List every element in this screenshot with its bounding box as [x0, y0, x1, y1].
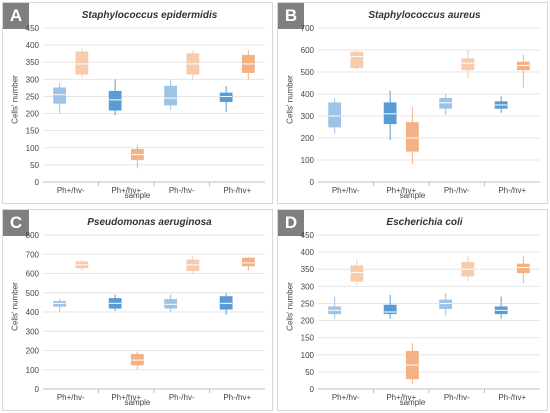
box: [439, 299, 453, 309]
y-tick-label: 350: [301, 265, 315, 274]
y-tick-label: 600: [26, 270, 40, 279]
y-tick-label: 0: [35, 178, 40, 187]
x-tick-label: Ph+/hv+: [111, 186, 141, 195]
y-tick-label: 300: [301, 112, 315, 121]
y-tick-label: 800: [26, 231, 40, 240]
y-tick-label: 300: [301, 282, 315, 291]
y-tick-label: 0: [310, 178, 315, 187]
panel-d: D Escherichia coli Cells' number sample …: [277, 209, 548, 411]
box: [383, 304, 397, 315]
x-axis-label: sample: [124, 191, 151, 200]
box: [516, 263, 530, 274]
y-tick-label: 50: [305, 368, 314, 377]
y-tick-label: 500: [26, 289, 40, 298]
y-tick-label: 200: [301, 317, 315, 326]
box: [75, 51, 89, 75]
chart-title: Escherichia coli: [386, 217, 463, 228]
box: [241, 257, 255, 267]
box-plot: 0 50 100 150 200 250 300 350 400 450 Ph+/hv- Ph+/hv…: [26, 24, 265, 195]
x-tick-label: Ph+/hv-: [332, 393, 360, 402]
y-tick-label: 150: [26, 127, 40, 136]
box: [53, 87, 67, 104]
x-tick-label: Ph+/hv-: [57, 186, 85, 195]
box: [461, 58, 475, 71]
x-tick-label: Ph+/hv-: [332, 186, 360, 195]
panel-label: C: [3, 210, 29, 236]
x-tick-label: Ph-/hv-: [169, 186, 195, 195]
y-tick-label: 0: [310, 385, 315, 394]
y-tick-label: 200: [26, 347, 40, 356]
panel-label: B: [278, 3, 304, 29]
chart-title: Staphylococcus aureus: [368, 10, 481, 21]
y-tick-label: 100: [301, 156, 315, 165]
x-tick-label: Ph-/hv-: [169, 393, 195, 402]
box-plot: 0 50 100 150 200 250 300 350 400 450 Ph+/hv- Ph+/hv…: [301, 231, 540, 402]
y-tick-label: 450: [301, 231, 315, 240]
y-tick-label: 50: [30, 161, 39, 170]
y-tick-label: 400: [301, 90, 315, 99]
chart-title: Staphylococcus epidermidis: [81, 10, 218, 21]
box: [439, 98, 453, 109]
panel-b: B Staphylococcus aureus Cells' number sa…: [277, 2, 548, 204]
box-plot: 0 100 200 300 400 500 600 700 800 Ph+/hv- Ph+/hv+ P…: [26, 231, 265, 402]
box: [328, 102, 342, 128]
box: [350, 265, 364, 282]
chart-title: Pseudomonas aeruginosa: [87, 217, 212, 228]
y-tick-label: 250: [301, 299, 315, 308]
box: [383, 102, 397, 125]
box: [219, 92, 233, 102]
panel-a: A Staphylococcus epidermidis Cells' numb…: [2, 2, 273, 204]
y-tick-label: 500: [301, 68, 315, 77]
y-tick-label: 450: [26, 24, 40, 33]
x-axis-label: sample: [399, 398, 426, 407]
y-tick-label: 100: [26, 144, 40, 153]
box: [108, 90, 122, 111]
x-tick-label: Ph-/hv+: [498, 186, 526, 195]
panel-c: C Pseudomonas aeruginosa Cells' number s…: [2, 209, 273, 411]
box: [350, 51, 364, 69]
panel-label: A: [3, 3, 29, 29]
x-tick-label: Ph+/hv-: [57, 393, 85, 402]
y-tick-label: 200: [26, 110, 40, 119]
panel-label: D: [278, 210, 304, 236]
x-tick-label: Ph-/hv+: [223, 186, 251, 195]
x-tick-label: Ph-/hv-: [444, 393, 470, 402]
x-tick-label: Ph-/hv+: [498, 393, 526, 402]
x-tick-label: Ph+/hv+: [386, 393, 416, 402]
y-tick-label: 150: [301, 334, 315, 343]
x-axis-label: sample: [399, 191, 426, 200]
y-tick-label: 350: [26, 58, 40, 67]
box-plot: 0 100 200 300 400 500 600 700 Ph+/hv- Ph+/hv+ Ph-/…: [301, 24, 540, 195]
y-tick-label: 400: [26, 41, 40, 50]
y-tick-label: 100: [301, 351, 315, 360]
x-tick-label: Ph-/hv+: [223, 393, 251, 402]
x-tick-label: Ph-/hv-: [444, 186, 470, 195]
y-tick-label: 0: [35, 385, 40, 394]
y-tick-label: 700: [301, 24, 315, 33]
box: [164, 85, 178, 106]
y-tick-label: 600: [301, 46, 315, 55]
x-tick-label: Ph+/hv+: [386, 186, 416, 195]
y-tick-label: 400: [301, 248, 315, 257]
box: [405, 122, 419, 152]
box: [516, 61, 530, 71]
y-tick-label: 200: [301, 134, 315, 143]
y-tick-label: 300: [26, 327, 40, 336]
y-tick-label: 100: [26, 366, 40, 375]
y-tick-label: 300: [26, 75, 40, 84]
y-tick-label: 250: [26, 92, 40, 101]
x-tick-label: Ph+/hv+: [111, 393, 141, 402]
x-axis-label: sample: [124, 398, 151, 407]
y-tick-label: 700: [26, 250, 40, 259]
y-tick-label: 400: [26, 308, 40, 317]
